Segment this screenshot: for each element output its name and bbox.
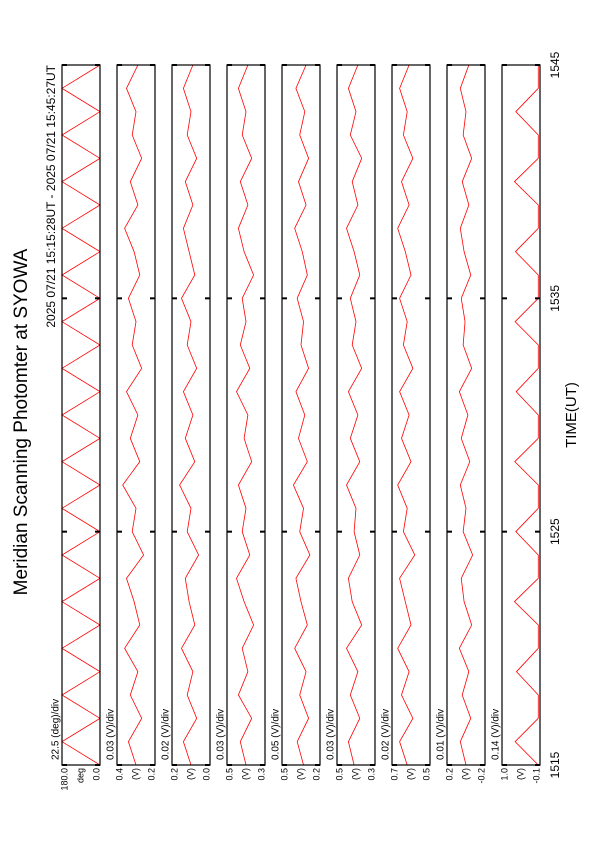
scale-label: 0.02 (V)/div [381,709,392,760]
scale-label: 0.01 (V)/div [436,709,447,760]
scale-label: 0.05 (V)/div [271,709,282,760]
x-tick-label: 1515 [548,751,562,778]
x-tick-label: 1535 [548,285,562,312]
y-tick-label: 0.7 [389,768,399,781]
data-line [292,64,311,766]
y-axis-label: deg [75,768,85,783]
y-tick-label: 0.2 [311,768,321,781]
y-axis-label: (V) [130,768,140,780]
y-tick-label: -0.1 [531,768,541,784]
y-tick-label: 0.2 [146,768,156,781]
y-tick-label: 180.0 [59,768,69,791]
chart-title: Meridian Scanning Photomter at SYOWA [11,248,32,595]
panel-frame [446,64,486,766]
data-line [236,64,255,766]
y-tick-label: 0.0 [91,768,101,781]
data-line [346,64,363,766]
y-tick-label: -0.2 [476,768,486,784]
y-tick-label: 0.5 [224,768,234,781]
chart-subtitle: 2025 07/21 15:15:28UT - 2025 07/21 15:45… [44,64,58,327]
y-axis-label: (V) [185,768,195,780]
y-tick-label: 0.2 [444,768,454,781]
y-axis-label: (V) [460,768,470,780]
y-tick-label: 0.4 [114,768,124,781]
scale-label: 0.03 (V)/div [106,709,117,760]
y-tick-label: 1.0 [499,768,509,781]
scale-label: 0.14 (V)/div [491,709,502,760]
x-axis-label: TIME(UT) [563,382,580,448]
panel-frame [281,64,321,766]
data-line [397,64,416,766]
y-tick-label: 0.3 [366,768,376,781]
panel-frame [61,64,101,766]
y-tick-label: 0.2 [169,768,179,781]
scale-label: 0.02 (V)/div [161,709,172,760]
scale-label: 22.5 (deg)/div [51,699,62,760]
y-tick-label: 0.5 [279,768,289,781]
panel-frame [226,64,266,766]
panel-frame [116,64,156,766]
y-tick-label: 0.0 [201,768,211,781]
data-line [458,64,474,766]
y-tick-label: 0.5 [421,768,431,781]
scale-label: 0.03 (V)/div [326,709,337,760]
y-tick-label: 0.3 [256,768,266,781]
y-axis-label: (V) [240,768,250,780]
y-tick-label: 0.5 [334,768,344,781]
panel-frame [501,64,541,766]
panel-frame [336,64,376,766]
y-axis-label: (V) [295,768,305,780]
x-tick-label: 1525 [548,518,562,545]
y-axis-label: (V) [405,768,415,780]
panel-frame [391,64,431,766]
panel-frame [171,64,211,766]
y-axis-label: (V) [350,768,360,780]
x-tick-label: 1545 [548,51,562,78]
data-line [513,65,539,766]
data-line [122,64,145,766]
data-line [179,64,200,766]
scale-label: 0.03 (V)/div [216,709,227,760]
y-axis-label: (V) [515,768,525,780]
chart: Meridian Scanning Photomter at SYOWA 202… [11,51,580,790]
